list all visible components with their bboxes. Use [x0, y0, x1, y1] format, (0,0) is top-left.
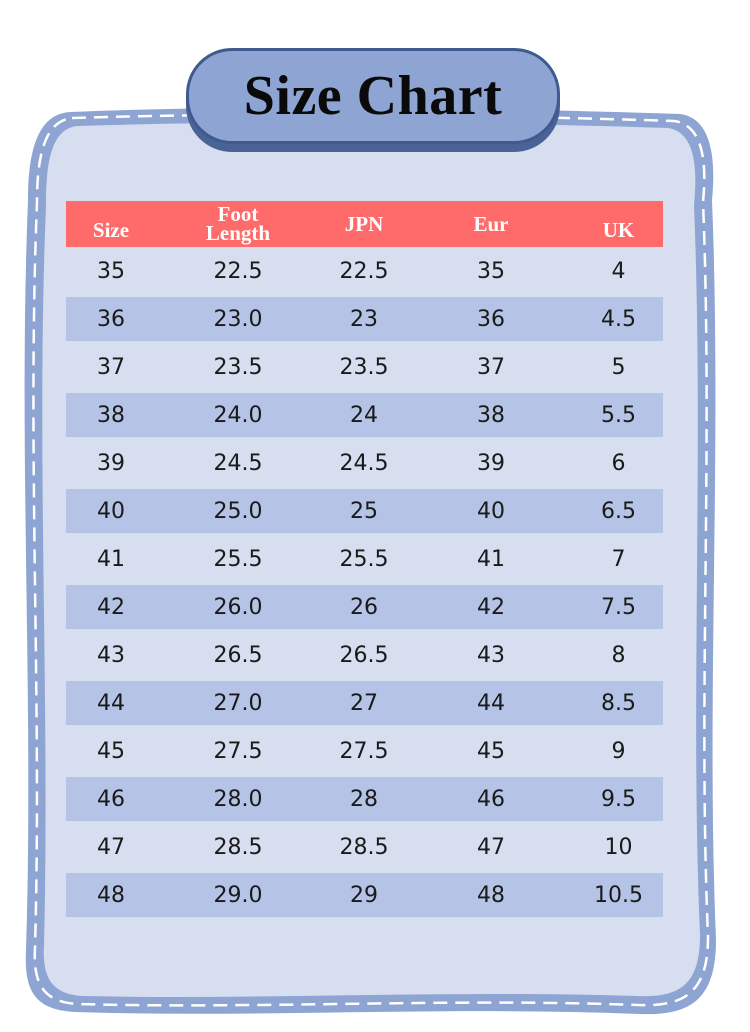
- cell-jpn: 24: [350, 402, 378, 428]
- cell-uk: 5.5: [601, 402, 636, 428]
- cell-size: 38: [97, 402, 125, 428]
- cell-uk: 10: [604, 834, 633, 860]
- table-row: 39 24.5 24.5 39 6: [66, 439, 663, 487]
- page-title: Size Chart: [243, 65, 503, 127]
- cell-eur: 42: [477, 594, 505, 620]
- table-row: 42 26.0 26 42 7.5: [66, 585, 663, 629]
- cell-foot-length: 29.0: [213, 882, 263, 908]
- table-row: 38 24.0 24 38 5.5: [66, 393, 663, 437]
- cell-jpn: 27.5: [339, 738, 389, 764]
- cell-eur: 43: [477, 642, 505, 668]
- cell-jpn: 22.5: [339, 258, 389, 284]
- cell-size: 41: [97, 546, 125, 572]
- cell-uk: 6.5: [601, 498, 636, 524]
- cell-size: 44: [97, 690, 125, 716]
- cell-jpn: 28: [350, 786, 378, 812]
- header-jpn: JPN: [344, 211, 384, 236]
- cell-foot-length: 25.5: [213, 546, 263, 572]
- table-row: 37 23.5 23.5 37 5: [66, 343, 663, 391]
- cell-size: 48: [97, 882, 125, 908]
- table-row: 43 26.5 26.5 43 8: [66, 631, 663, 679]
- cell-foot-length: 24.0: [213, 402, 263, 428]
- cell-uk: 5: [611, 354, 626, 380]
- header-size: Size: [92, 218, 130, 242]
- header-foot-length: Foot Length: [156, 201, 320, 247]
- cell-eur: 40: [477, 498, 505, 524]
- cell-jpn: 26: [350, 594, 378, 620]
- cell-foot-length: 25.0: [213, 498, 263, 524]
- table-row: 46 28.0 28 46 9.5: [66, 777, 663, 821]
- header-uk: UK: [602, 218, 635, 242]
- cell-eur: 37: [477, 354, 505, 380]
- cell-uk: 9.5: [601, 786, 636, 812]
- table-row: 47 28.5 28.5 47 10: [66, 823, 663, 871]
- header-foot-line2: Length: [205, 221, 271, 245]
- cell-uk: 4.5: [601, 306, 636, 332]
- table-row: 40 25.0 25 40 6.5: [66, 489, 663, 533]
- cell-uk: 4: [611, 258, 626, 284]
- cell-jpn: 23.5: [339, 354, 389, 380]
- cell-jpn: 25.5: [339, 546, 389, 572]
- table-row: 45 27.5 27.5 45 9: [66, 727, 663, 775]
- table-row: 48 29.0 29 48 10.5: [66, 873, 663, 917]
- cell-size: 43: [97, 642, 125, 668]
- cell-foot-length: 22.5: [213, 258, 263, 284]
- cell-size: 47: [97, 834, 125, 860]
- cell-size: 40: [97, 498, 125, 524]
- cell-uk: 10.5: [594, 882, 643, 908]
- cell-foot-length: 24.5: [213, 450, 263, 476]
- cell-foot-length: 26.5: [213, 642, 263, 668]
- cell-eur: 46: [477, 786, 505, 812]
- cell-size: 37: [97, 354, 125, 380]
- cell-jpn: 25: [350, 498, 378, 524]
- cell-foot-length: 28.5: [213, 834, 263, 860]
- cell-jpn: 29: [350, 882, 378, 908]
- cell-uk: 7.5: [601, 594, 636, 620]
- cell-foot-length: 23.5: [213, 354, 263, 380]
- cell-eur: 39: [477, 450, 505, 476]
- cell-jpn: 24.5: [339, 450, 389, 476]
- cell-uk: 7: [611, 546, 626, 572]
- cell-foot-length: 27.0: [213, 690, 263, 716]
- cell-eur: 45: [477, 738, 505, 764]
- cell-uk: 9: [611, 738, 626, 764]
- cell-eur: 44: [477, 690, 505, 716]
- size-table: Size Foot Length JPN Eur UK 35 22.5 22.5…: [66, 201, 663, 919]
- cell-foot-length: 28.0: [213, 786, 263, 812]
- cell-eur: 41: [477, 546, 505, 572]
- cell-uk: 6: [611, 450, 626, 476]
- cell-size: 42: [97, 594, 125, 620]
- cell-uk: 8: [611, 642, 626, 668]
- cell-foot-length: 27.5: [213, 738, 263, 764]
- cell-size: 45: [97, 738, 125, 764]
- cell-uk: 8.5: [601, 690, 636, 716]
- cell-eur: 35: [477, 258, 505, 284]
- cell-eur: 36: [477, 306, 505, 332]
- table-header: Size Foot Length JPN Eur UK: [66, 201, 663, 247]
- table-row: 35 22.5 22.5 35 4: [66, 247, 663, 295]
- table-row: 36 23.0 23 36 4.5: [66, 297, 663, 341]
- cell-eur: 38: [477, 402, 505, 428]
- title-banner: Size Chart: [186, 48, 560, 144]
- cell-eur: 47: [477, 834, 505, 860]
- cell-jpn: 23: [350, 306, 378, 332]
- header-eur: Eur: [473, 211, 509, 236]
- header-foot-line1: Foot: [217, 202, 259, 226]
- cell-jpn: 26.5: [339, 642, 389, 668]
- cell-size: 46: [97, 786, 125, 812]
- cell-size: 36: [97, 306, 125, 332]
- cell-foot-length: 23.0: [213, 306, 263, 332]
- cell-foot-length: 26.0: [213, 594, 263, 620]
- table-row: 41 25.5 25.5 41 7: [66, 535, 663, 583]
- table-row: 44 27.0 27 44 8.5: [66, 681, 663, 725]
- cell-size: 39: [97, 450, 125, 476]
- cell-jpn: 28.5: [339, 834, 389, 860]
- cell-size: 35: [97, 258, 125, 284]
- cell-jpn: 27: [350, 690, 378, 716]
- stitch-line: [32, 113, 710, 1007]
- cell-eur: 48: [477, 882, 505, 908]
